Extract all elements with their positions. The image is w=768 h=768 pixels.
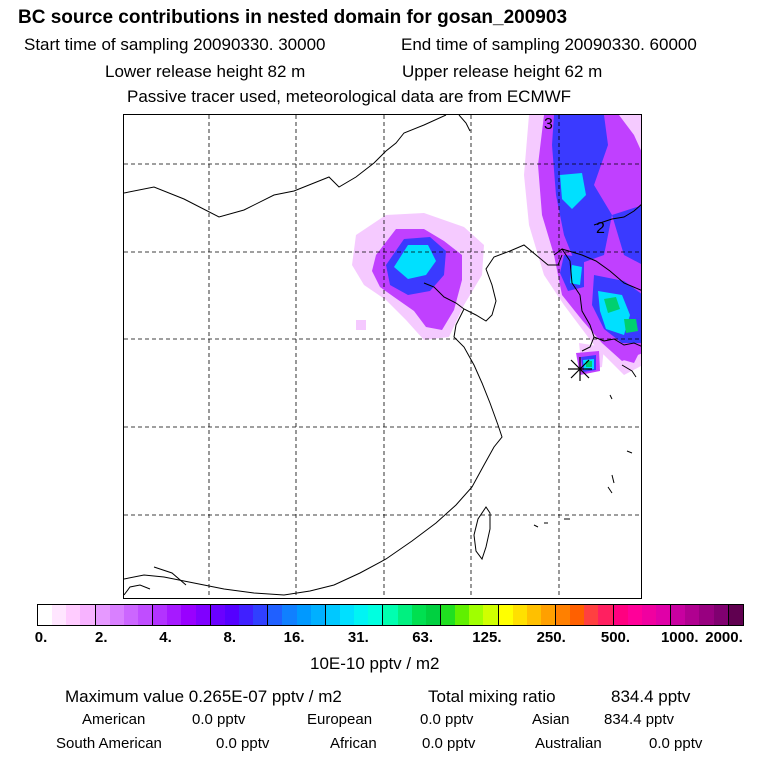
color-scale-swatch (66, 605, 81, 625)
color-scale-swatch (95, 605, 110, 625)
map-panel: 3 2 (123, 114, 642, 599)
receptor-star-marker (568, 357, 592, 381)
color-scale-tick-label: 2000. (705, 629, 743, 646)
color-scale-tick-label: 500. (600, 629, 631, 646)
color-scale-swatch (109, 605, 124, 625)
color-scale-swatch (123, 605, 138, 625)
color-scale-swatch (339, 605, 355, 625)
color-scale-tick-label: 0. (34, 629, 48, 646)
color-scale-tick-label: 1000. (660, 629, 699, 646)
color-scale-tick-label: 8. (223, 629, 237, 646)
color-scale-swatch (167, 605, 182, 625)
african-label: African (330, 735, 377, 752)
south-american-label: South American (56, 735, 162, 752)
color-scale-bar (37, 604, 744, 626)
color-scale-swatch (728, 605, 743, 625)
european-label: European (307, 711, 373, 728)
color-scale-unit: 10E-10 pptv / m2 (310, 654, 440, 673)
color-scale-swatch (181, 605, 196, 625)
australian-label: Australian (535, 735, 602, 752)
color-scale-swatch (253, 605, 269, 625)
tracer-info: Passive tracer used, meteorological data… (127, 87, 572, 106)
color-scale-tick-label: 16. (283, 629, 305, 646)
color-scale-swatch (641, 605, 657, 625)
color-scale-swatch (411, 605, 426, 625)
color-scale-swatch (540, 605, 557, 625)
color-scale-swatch (210, 605, 225, 625)
color-scale-swatch (570, 605, 585, 625)
color-scale-swatch (268, 605, 283, 625)
color-scale-swatch (153, 605, 168, 625)
color-scale-swatch (556, 605, 571, 625)
color-scale-swatch (397, 605, 412, 625)
coastlines (124, 115, 641, 596)
asian-value: 834.4 pptv (604, 711, 675, 728)
australian-value: 0.0 pptv (649, 735, 703, 752)
european-value: 0.0 pptv (420, 711, 474, 728)
color-scale-tick-label: 2. (95, 629, 108, 646)
color-scale-swatch (238, 605, 254, 625)
plot-title: BC source contributions in nested domain… (18, 7, 568, 28)
color-scale-swatch (699, 605, 714, 625)
color-scale-swatch (52, 605, 67, 625)
color-scale-swatch (627, 605, 642, 625)
color-scale-swatch (368, 605, 384, 625)
color-scale-swatch (195, 605, 211, 625)
plume-green (586, 297, 638, 367)
map-canvas: 3 2 (124, 115, 641, 598)
color-scale-swatch (584, 605, 599, 625)
color-scale-swatch (354, 605, 369, 625)
total-mixing-ratio-value: 834.4 pptv (611, 687, 691, 706)
american-value: 0.0 pptv (192, 711, 246, 728)
african-value: 0.0 pptv (422, 735, 476, 752)
color-scale-swatch (383, 605, 398, 625)
color-scale-swatch (455, 605, 470, 625)
color-scale-swatch (440, 605, 456, 625)
color-scale-tick-label: 125. (472, 629, 502, 646)
color-scale-swatch (425, 605, 441, 625)
contour-label-3: 3 (544, 116, 553, 133)
color-scale-swatch (656, 605, 672, 625)
color-scale-swatch (483, 605, 499, 625)
sampling-start: Start time of sampling 20090330. 30000 (24, 35, 326, 54)
color-scale-swatch (38, 605, 53, 625)
color-scale-swatch (282, 605, 297, 625)
lower-release-height: Lower release height 82 m (105, 62, 306, 81)
sampling-end: End time of sampling 20090330. 60000 (401, 35, 697, 54)
maximum-value: Maximum value 0.265E-07 pptv / m2 (65, 687, 342, 706)
color-scale-swatch (512, 605, 527, 625)
color-scale-tick-label: 4. (159, 629, 172, 646)
color-scale-swatch (713, 605, 729, 625)
color-scale-swatch (296, 605, 311, 625)
color-scale-swatch (469, 605, 484, 625)
color-scale-swatch (137, 605, 154, 625)
graticule (124, 115, 641, 598)
total-mixing-ratio-label: Total mixing ratio (428, 687, 556, 706)
south-american-value: 0.0 pptv (216, 735, 270, 752)
color-scale-swatch (224, 605, 239, 625)
color-scale-swatch (310, 605, 326, 625)
color-scale-swatch (498, 605, 513, 625)
color-scale-swatch (685, 605, 700, 625)
color-scale-swatch (325, 605, 340, 625)
color-scale-tick-label: 63. (412, 629, 434, 646)
color-scale-swatch (526, 605, 541, 625)
upper-release-height: Upper release height 62 m (402, 62, 603, 81)
color-scale-swatch (671, 605, 686, 625)
color-scale-swatch (613, 605, 628, 625)
color-scale-swatch (598, 605, 614, 625)
american-label: American (82, 711, 146, 728)
color-scale-swatch (80, 605, 96, 625)
color-scale-tick-label: 250. (536, 629, 566, 646)
asian-label: Asian (532, 711, 570, 728)
plume-cyan (394, 173, 630, 370)
color-scale-tick-label: 31. (347, 629, 369, 646)
contour-label-2: 2 (596, 220, 605, 237)
